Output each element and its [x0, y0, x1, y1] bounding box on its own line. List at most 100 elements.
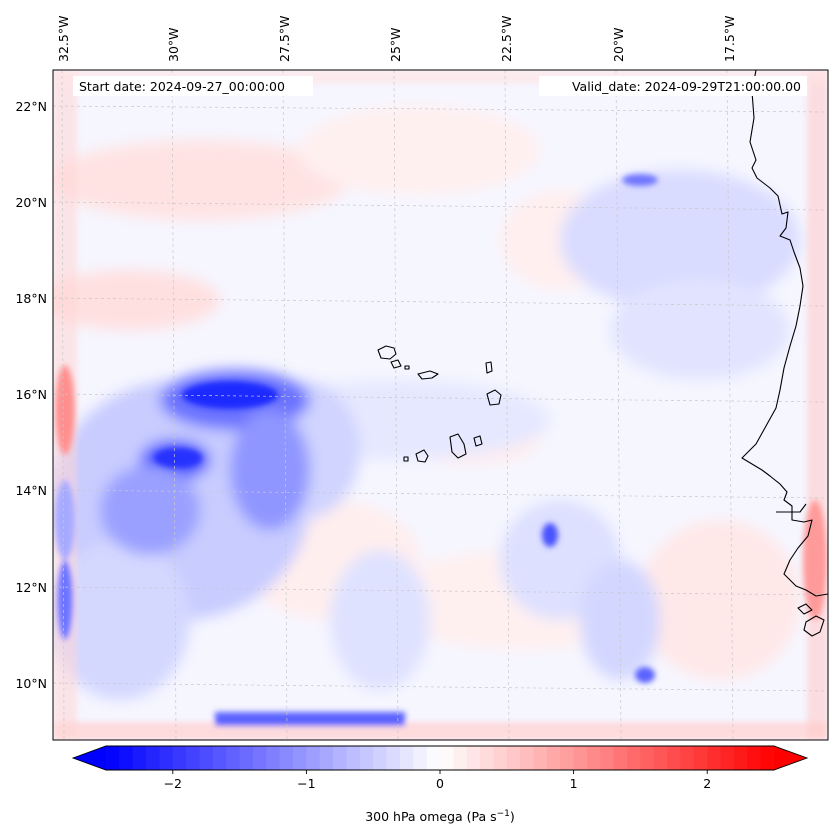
start-date-label: Start date: 2024-09-27_00:00:00: [79, 79, 285, 94]
colorbar-step: [426, 746, 441, 770]
colorbar-step: [627, 746, 641, 770]
island-fogo: [415, 449, 429, 463]
boundary-relaxation-zone: [53, 70, 828, 740]
colorbar-step: [506, 746, 521, 770]
colorbar-step: [106, 746, 120, 770]
colorbar-label: 300 hPa omega (Pa s−1): [365, 809, 515, 824]
colorbar-step: [613, 746, 628, 770]
island-sao-nicolau: [417, 370, 439, 380]
gambia-outline: [776, 503, 807, 513]
lat-label: 12°N: [15, 580, 47, 595]
colorbar-step: [386, 746, 401, 770]
lon-label: 32.5°W: [56, 16, 71, 62]
lon-label: 25°W: [388, 27, 403, 62]
valid-date-label: Valid_date: 2024-09-29T21:00:00.00: [572, 79, 801, 94]
colorbar-label-close: ): [510, 809, 515, 824]
colorbar-tick-label: 1: [570, 776, 578, 791]
colorbar-label-main: 300 hPa omega (Pa s: [365, 809, 496, 824]
colorbar-step: [159, 746, 174, 770]
longitude-labels: 32.5°W 30°W 27.5°W 25°W 22.5°W 20°W 17.5…: [56, 16, 737, 62]
colorbar-step: [747, 746, 762, 770]
colorbar: −2 −1 0 1 2 300 hPa omega (Pa s−1): [71, 745, 809, 824]
colorbar-step: [186, 746, 201, 770]
colorbar-step: [680, 746, 695, 770]
colorbar-step: [119, 746, 134, 770]
lat-label: 18°N: [15, 291, 47, 306]
colorbar-step: [440, 746, 454, 770]
colorbar-step: [760, 746, 775, 770]
lon-label: 27.5°W: [277, 16, 292, 62]
map-frame: [52, 69, 829, 741]
colorbar-outline: [71, 745, 809, 771]
colorbar-step: [279, 746, 294, 770]
island-maio: [473, 435, 483, 447]
latitude-labels: 22°N 20°N 18°N 16°N 14°N 12°N 10°N: [15, 99, 47, 691]
colorbar-step: [586, 746, 601, 770]
island-santo-antao: [377, 345, 397, 360]
colorbar-step: [226, 746, 241, 770]
colorbar-tick-label: 2: [703, 776, 711, 791]
gridlines: [53, 70, 828, 740]
colorbar-step: [172, 746, 187, 770]
colorbar-step: [333, 746, 348, 770]
island-brava: [403, 456, 409, 462]
colorbar-label-exp: −1: [497, 809, 510, 819]
colorbar-step: [493, 746, 508, 770]
colorbar-step: [653, 746, 668, 770]
colorbar-step: [373, 746, 388, 770]
lat-label: 22°N: [15, 99, 47, 114]
colorbar-step: [293, 746, 307, 770]
colorbar-step: [319, 746, 334, 770]
colorbar-extend-max: [774, 746, 807, 770]
colorbar-step: [266, 746, 281, 770]
colorbar-step: [399, 746, 414, 770]
coastline: [741, 70, 828, 637]
colorbar-step: [212, 746, 227, 770]
island-santiago: [449, 433, 467, 459]
colorbar-extend-min: [73, 746, 106, 770]
colorbar-step: [413, 746, 428, 770]
colorbar-steps: [106, 746, 775, 770]
africa-coast: [741, 70, 828, 597]
colorbar-step: [146, 746, 161, 770]
colorbar-tick-label: −2: [164, 776, 182, 791]
island-sal: [485, 361, 493, 374]
colorbar-step: [453, 746, 468, 770]
colorbar-step: [733, 746, 748, 770]
cape-verde-islands: [377, 345, 502, 463]
colorbar-step: [573, 746, 588, 770]
colorbar-step: [600, 746, 615, 770]
colorbar-step: [533, 746, 548, 770]
colorbar-step: [707, 746, 722, 770]
colorbar-step: [199, 746, 214, 770]
lat-label: 20°N: [15, 195, 47, 210]
map-panel: Start date: 2024-09-27_00:00:00 Valid_da…: [53, 70, 828, 740]
colorbar-step: [667, 746, 682, 770]
colorbar-step: [132, 746, 147, 770]
colorbar-step: [239, 746, 254, 770]
colorbar-step: [359, 746, 374, 770]
colorbar-step: [640, 746, 655, 770]
colorbar-step: [560, 746, 575, 770]
lon-label: 17.5°W: [722, 16, 737, 62]
bijagos-islands: [797, 603, 813, 615]
colorbar-step: [346, 746, 361, 770]
colorbar-tick-label: −1: [297, 776, 315, 791]
lat-label: 10°N: [15, 676, 47, 691]
colorbar-step: [693, 746, 708, 770]
lon-label: 30°W: [166, 27, 181, 62]
lon-label: 22.5°W: [499, 16, 514, 62]
colorbar-step: [720, 746, 735, 770]
lon-label: 20°W: [611, 27, 626, 62]
colorbar-step: [520, 746, 535, 770]
lat-label: 14°N: [15, 483, 47, 498]
colorbar-step: [466, 746, 481, 770]
guinea-islands: [803, 615, 825, 637]
colorbar-tick-label: 0: [436, 776, 444, 791]
colorbar-step: [306, 746, 321, 770]
header-valid-box: Valid_date: 2024-09-29T21:00:00.00: [539, 76, 807, 96]
header-start-box: Start date: 2024-09-27_00:00:00: [73, 76, 313, 96]
colorbar-step: [480, 746, 495, 770]
island-santa-luzia: [404, 365, 410, 370]
